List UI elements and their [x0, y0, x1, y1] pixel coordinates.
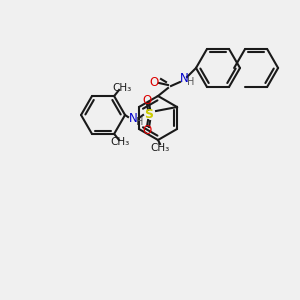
Text: CH₃: CH₃ [150, 143, 170, 153]
Text: O: O [149, 76, 159, 88]
Text: CH₃: CH₃ [110, 137, 130, 147]
Text: H: H [187, 77, 195, 87]
Text: N: N [180, 73, 188, 85]
Text: O: O [142, 124, 152, 136]
Text: O: O [142, 94, 152, 106]
Text: H: H [136, 117, 144, 127]
Text: N: N [129, 112, 137, 124]
Text: CH₃: CH₃ [112, 83, 132, 93]
Text: S: S [145, 109, 154, 122]
